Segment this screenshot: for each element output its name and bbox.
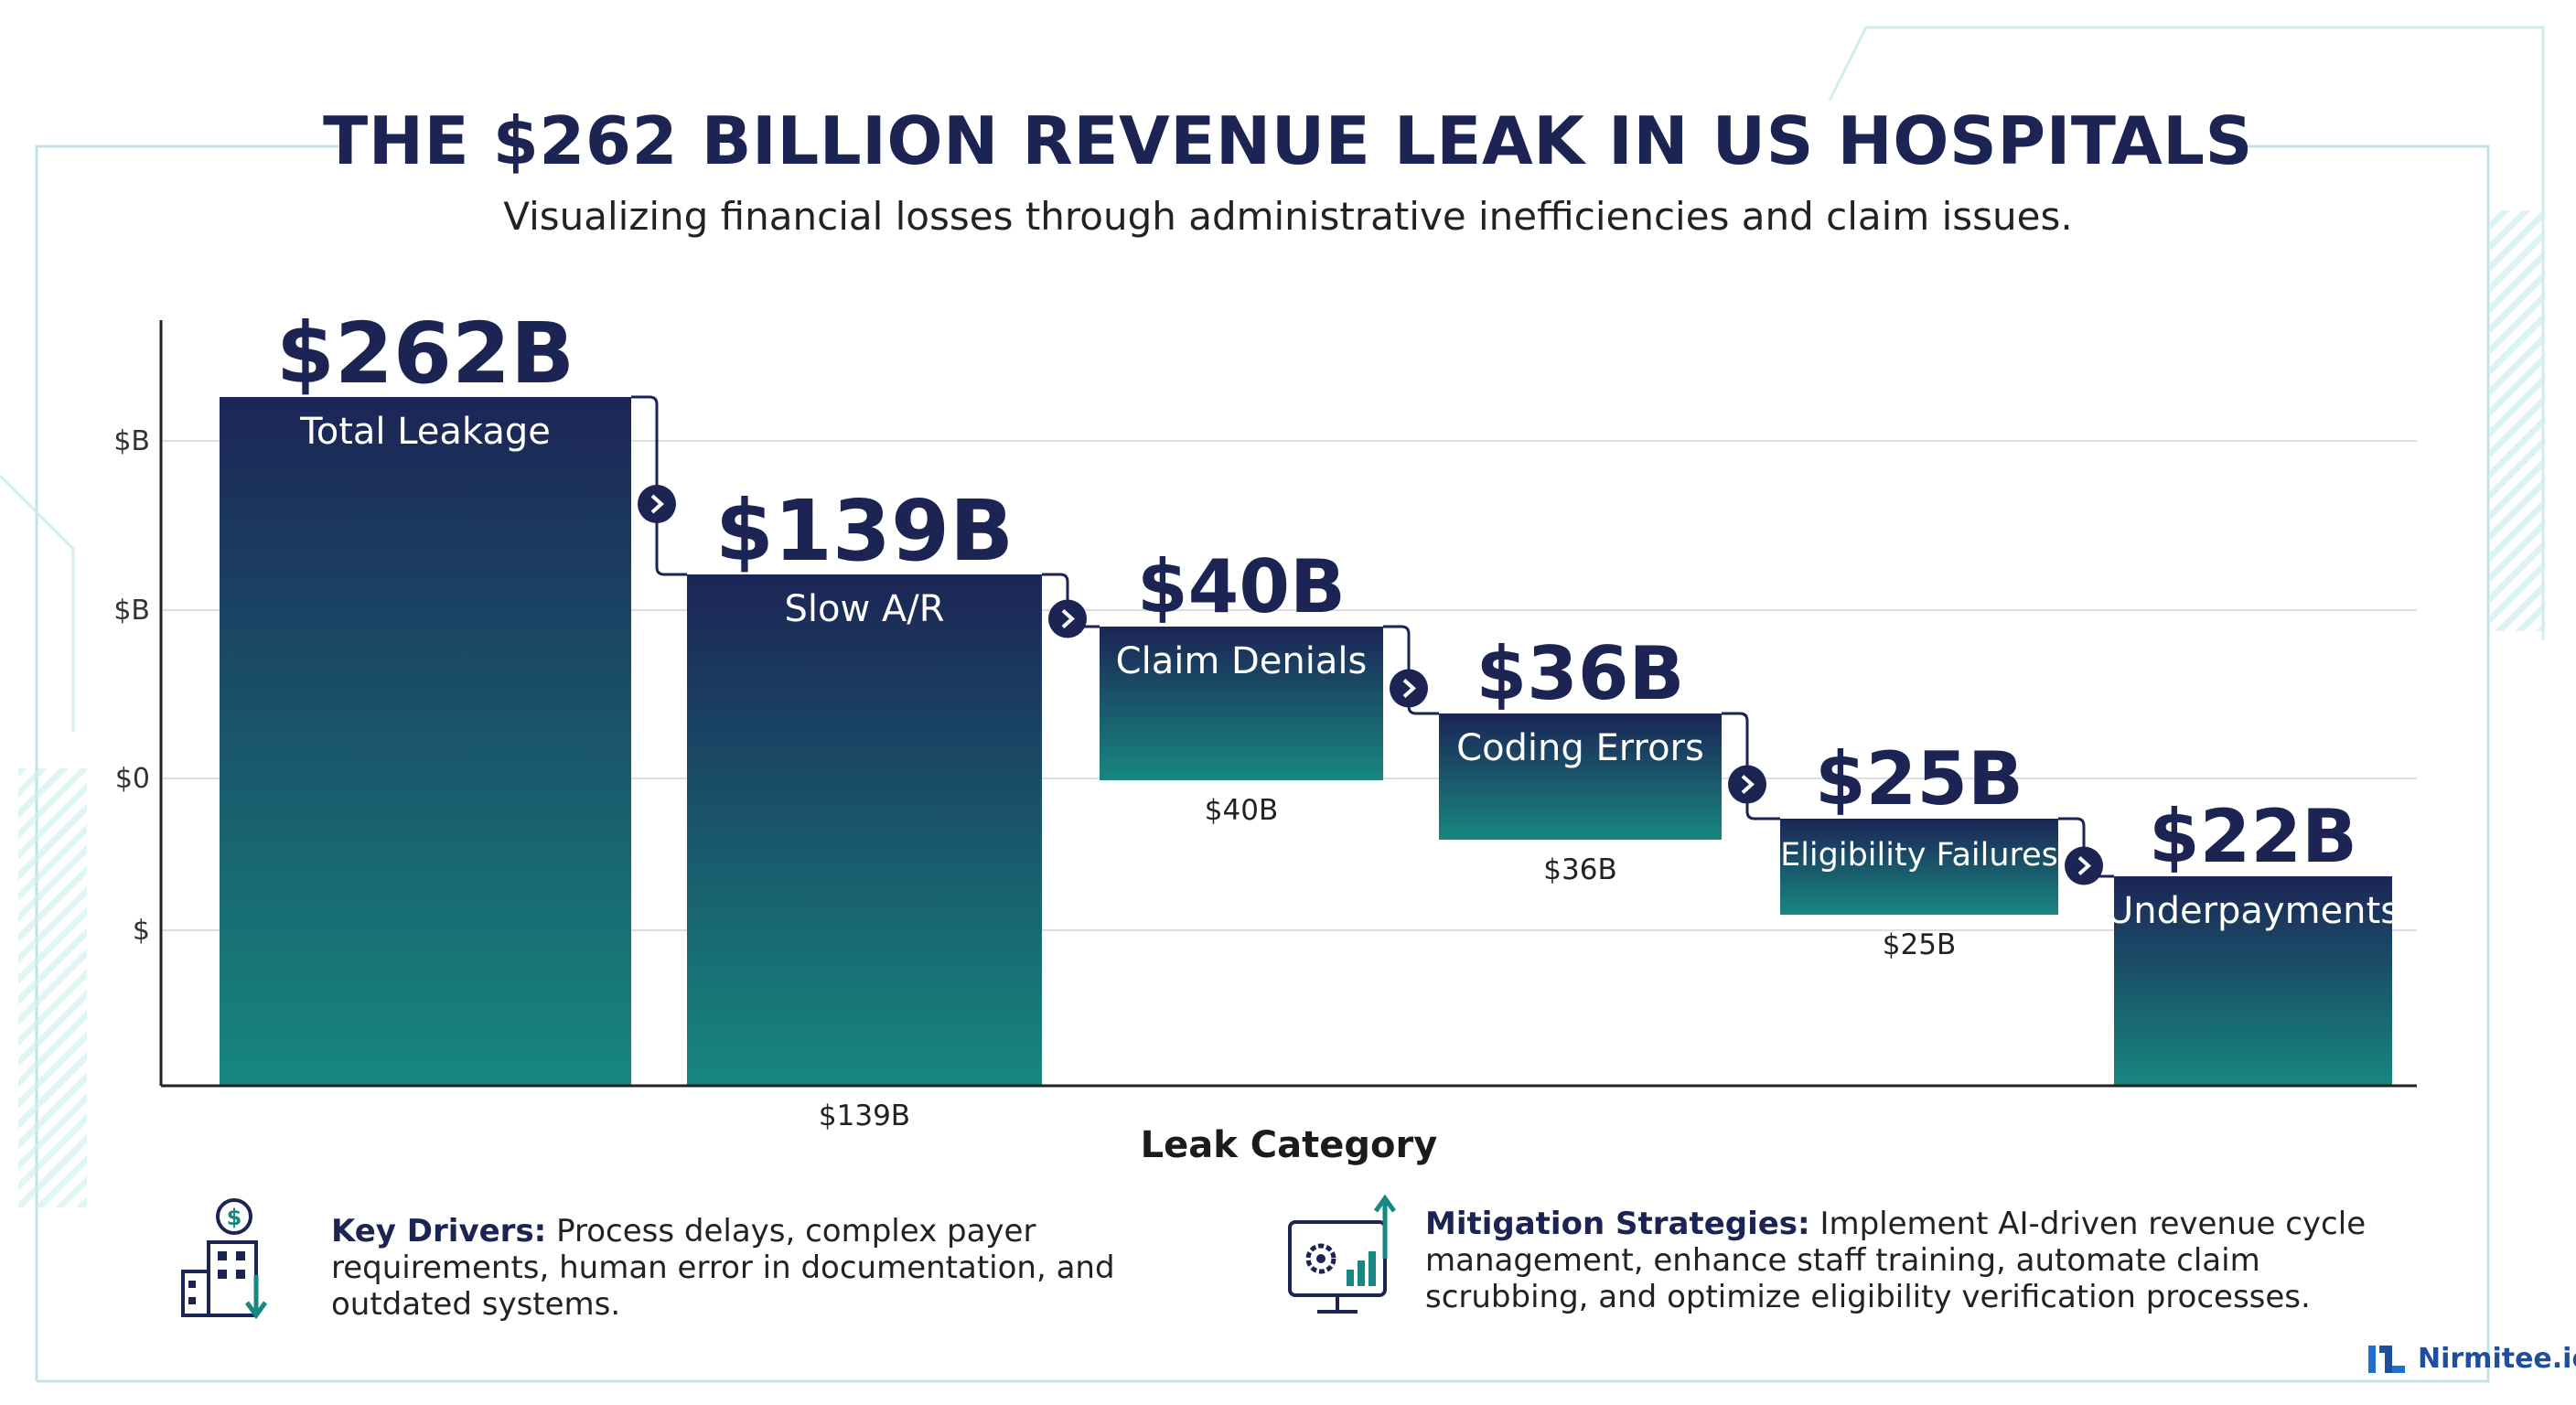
below-value-label: $139B: [819, 1099, 910, 1132]
bar-underpayments: [2114, 876, 2392, 1086]
chart-labels: $262B Total Leakage $139B Slow A/R $139B $40B…: [276, 305, 2399, 1132]
brand-logo: Nirmitee.io: [2365, 1340, 2576, 1377]
category-label: Underpayments: [2107, 890, 2399, 932]
value-label: $40B: [1137, 544, 1346, 629]
y-tick-label: $B: [113, 425, 150, 457]
page-subtitle: Visualizing financial losses through adm…: [503, 194, 2073, 239]
value-label: $262B: [276, 305, 574, 402]
connector-chevron-icon: [1048, 599, 1087, 638]
category-label: Total Leakage: [299, 411, 551, 453]
bar-claim-denials: [1100, 627, 1383, 780]
bar-slow-a-r: [687, 574, 1042, 1086]
category-label: Slow A/R: [784, 588, 944, 630]
category-label: Eligibility Failures: [1780, 837, 2058, 874]
bar-eligibility-failures: [1780, 819, 2058, 915]
chevron-right-icon: [2077, 856, 2091, 875]
bar-total-leakage: [220, 397, 631, 1086]
monitor-gear-chart-icon: [1288, 1195, 1397, 1314]
x-axis-label: Leak Category: [1141, 1124, 1438, 1166]
below-value-label: $25B: [1883, 928, 1956, 961]
below-value-label: $36B: [1543, 853, 1616, 886]
nirmitee-logo-icon: [2368, 1346, 2405, 1373]
chart-bars: [220, 397, 2392, 1086]
key-drivers-heading: Key Drivers:: [331, 1213, 547, 1249]
connector-chevron-icon: [1728, 765, 1766, 804]
bar-coding-errors: [1439, 713, 1722, 840]
connector-chevron-icon: [638, 485, 676, 523]
value-label: $139B: [715, 482, 1014, 580]
chart-connectors: [631, 395, 2114, 885]
connector-chevron-icon: [2065, 846, 2103, 885]
chevron-right-icon: [650, 494, 664, 514]
category-label: Claim Denials: [1116, 640, 1368, 682]
key-drivers-text: Process delays, complex payer requiremen…: [331, 1213, 1115, 1323]
mitigation-text: Implement AI-driven revenue cycle manage…: [1425, 1206, 2367, 1315]
svg-text:$: $: [227, 1205, 242, 1230]
key-drivers-block: Key Drivers: Process delays, complex pay…: [331, 1213, 1154, 1323]
value-label: $36B: [1476, 631, 1685, 716]
chevron-right-icon: [1741, 775, 1755, 794]
chevron-right-icon: [1402, 679, 1416, 698]
mitigation-heading: Mitigation Strategies:: [1425, 1206, 1810, 1242]
brand-name: Nirmitee.io: [2418, 1342, 2576, 1375]
page-title: THE $262 BILLION REVENUE LEAK IN US HOSP…: [323, 102, 2253, 179]
value-label: $25B: [1815, 736, 2023, 821]
below-value-label: $40B: [1205, 794, 1278, 827]
hospital-revenue-down-icon: $: [181, 1198, 267, 1320]
category-label: Coding Errors: [1456, 727, 1704, 769]
y-tick-label: $0: [115, 763, 150, 795]
y-tick-label: $: [133, 915, 150, 947]
value-label: $22B: [2149, 794, 2357, 879]
chevron-right-icon: [1061, 609, 1075, 628]
connector-chevron-icon: [1390, 669, 1428, 708]
y-tick-label: $B: [113, 595, 150, 627]
mitigation-block: Mitigation Strategies: Implement AI-driv…: [1425, 1206, 2431, 1315]
